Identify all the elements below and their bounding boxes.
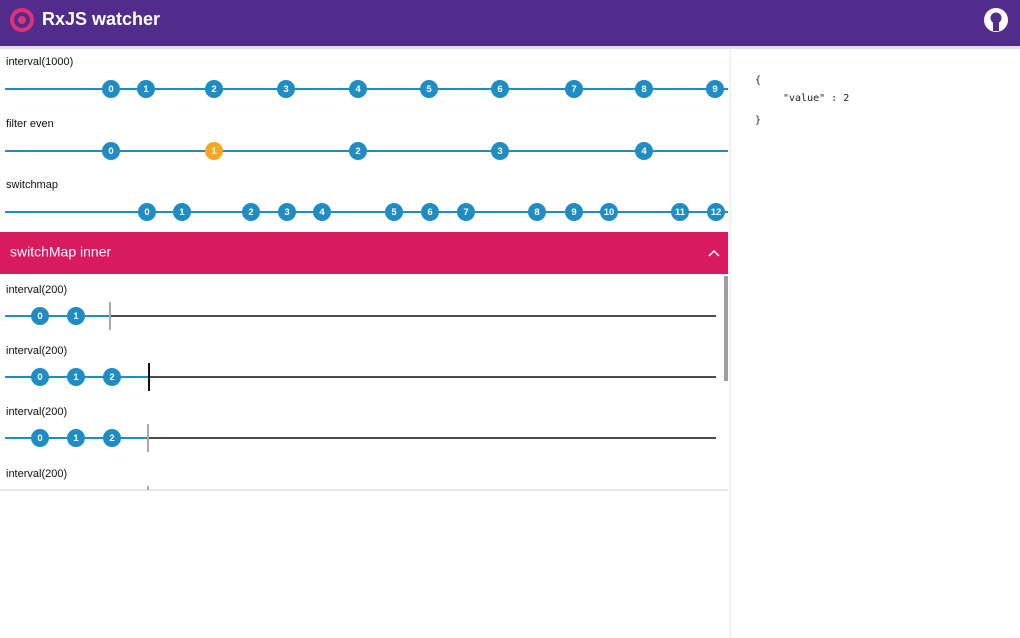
- marble-label: 0: [108, 84, 113, 95]
- marble-label: 2: [109, 433, 114, 444]
- app-title: RxJS watcher: [42, 9, 160, 29]
- marble: [173, 203, 191, 221]
- marble-label: 1: [143, 84, 149, 95]
- logo: [10, 8, 34, 32]
- collapse-chevron[interactable]: [708, 249, 720, 257]
- inner-stream-label: interval(200): [6, 406, 67, 418]
- marble: [600, 203, 618, 221]
- github-link[interactable]: [984, 8, 1008, 32]
- marble: [491, 142, 509, 160]
- marble: [349, 80, 367, 98]
- marble: [205, 142, 223, 160]
- header-bar: [0, 0, 1020, 46]
- marble: [706, 80, 724, 98]
- marble: [528, 203, 546, 221]
- marble: [31, 368, 49, 386]
- marble: [31, 307, 49, 325]
- marble-label: 0: [144, 207, 149, 218]
- json-line: {: [755, 75, 761, 86]
- marble-label: 0: [37, 372, 42, 383]
- marble-label: 7: [571, 84, 576, 95]
- marble: [671, 203, 689, 221]
- marble: [103, 429, 121, 447]
- marble-label: 1: [73, 433, 79, 444]
- marble-label: 4: [319, 207, 325, 218]
- marble: [242, 203, 260, 221]
- marble-label: 5: [426, 84, 432, 95]
- inner-panel-header[interactable]: [0, 232, 728, 274]
- marble-label: 1: [211, 146, 217, 157]
- marble-label: 6: [427, 207, 432, 218]
- marble: [635, 142, 653, 160]
- marble: [102, 142, 120, 160]
- marble-label: 9: [712, 84, 717, 95]
- marble: [205, 80, 223, 98]
- marble: [349, 142, 367, 160]
- marble: [278, 203, 296, 221]
- marble: [565, 203, 583, 221]
- inner-streams: interval(200) 0 1 interval(200) 0 1 2 interval(…: [5, 284, 716, 490]
- inspector: { "value" : 2}: [755, 75, 849, 126]
- marble: [67, 307, 85, 325]
- marble: [31, 429, 49, 447]
- marble-label: 11: [675, 207, 686, 218]
- marble-label: 2: [355, 146, 360, 157]
- marble: [102, 80, 120, 98]
- inner-stream-label: interval(200): [6, 345, 67, 357]
- marble-label: 2: [109, 372, 114, 383]
- json-line: }: [755, 115, 761, 126]
- marble-label: 12: [711, 207, 722, 218]
- marble: [103, 368, 121, 386]
- marble: [420, 80, 438, 98]
- marble-label: 3: [497, 146, 502, 157]
- marble: [277, 80, 295, 98]
- marble-label: 8: [534, 207, 539, 218]
- stream-label: switchmap: [6, 179, 58, 191]
- marble-label: 3: [284, 207, 289, 218]
- marble-label: 1: [179, 207, 185, 218]
- marble: [421, 203, 439, 221]
- marble-label: 8: [641, 84, 646, 95]
- marble-label: 3: [283, 84, 288, 95]
- header-shadow: [0, 46, 1020, 49]
- marble-label: 2: [211, 84, 216, 95]
- marble-label: 5: [391, 207, 397, 218]
- inner-stream-label: interval(200): [6, 468, 67, 480]
- marble-label: 0: [108, 146, 113, 157]
- marble: [313, 203, 331, 221]
- marble: [565, 80, 583, 98]
- scrollbar-thumb[interactable]: [724, 276, 728, 381]
- marble-label: 1: [73, 311, 79, 322]
- marble-label: 1: [73, 372, 79, 383]
- stream-label: interval(1000): [6, 56, 73, 68]
- marble-label: 0: [37, 311, 42, 322]
- marble: [635, 80, 653, 98]
- marble: [385, 203, 403, 221]
- marble: [67, 429, 85, 447]
- stream-label: filter even: [6, 118, 54, 130]
- marble-label: 7: [463, 207, 468, 218]
- marble-label: 6: [497, 84, 502, 95]
- marble: [491, 80, 509, 98]
- marble-label: 4: [641, 146, 647, 157]
- marble: [67, 368, 85, 386]
- marble-label: 9: [571, 207, 576, 218]
- marble-label: 2: [248, 207, 253, 218]
- marble-label: 10: [604, 207, 615, 218]
- marble: [707, 203, 725, 221]
- marble: [138, 203, 156, 221]
- json-line: "value" : 2: [783, 93, 849, 104]
- inner-panel-title: switchMap inner: [10, 244, 111, 260]
- inner-stream-label: interval(200): [6, 284, 67, 296]
- marble-label: 0: [37, 433, 42, 444]
- marble-label: 4: [355, 84, 361, 95]
- marble: [137, 80, 155, 98]
- marble: [457, 203, 475, 221]
